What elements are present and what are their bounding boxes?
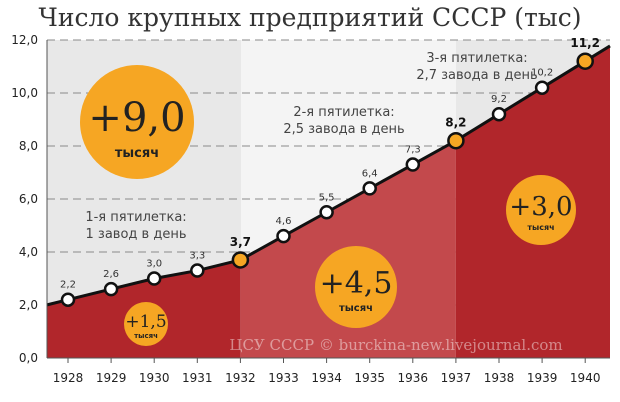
data-labels: 2,2 2,6 3,0 3,3 3,7 4,6 5,5 6,4 7,3 8,2 9,2 10,2 11,…	[60, 36, 600, 291]
period-2-increase-value: +4,5	[320, 266, 393, 301]
chart-title: Число крупных предприятий СССР (тыс)	[39, 3, 582, 32]
data-point	[491, 106, 507, 122]
data-points	[60, 52, 594, 307]
data-point	[146, 271, 162, 286]
period-2-increase-badge: +4,5 тысяч	[315, 246, 397, 328]
period-1-increase-unit: тысяч	[134, 332, 158, 340]
data-label: 4,6	[276, 216, 292, 227]
period-2-label-line2: 2,5 завода в день	[283, 122, 404, 137]
period-2-increase-circle	[315, 246, 397, 328]
data-label: 8,2	[445, 116, 466, 130]
period-1-label-line1: 1-я пятилетка:	[85, 210, 186, 225]
axes: 0,0 2,0 4,0 6,0 8,0 10,0 12,0 1928 1929 1930 1931 1…	[11, 33, 610, 385]
x-tick-label: 1930	[139, 371, 170, 385]
data-label: 2,2	[60, 280, 76, 291]
data-label: 3,7	[230, 235, 251, 249]
y-tick-label: 2,0	[19, 298, 38, 312]
data-point	[362, 181, 377, 196]
period-3-increase-value: +3,0	[509, 192, 572, 222]
period-2-label-line1: 2-я пятилетка:	[293, 105, 394, 120]
data-point	[231, 251, 250, 269]
data-label: 3,0	[146, 259, 162, 270]
x-tick-label: 1934	[311, 371, 342, 385]
x-tick-label: 1929	[96, 371, 127, 385]
period-1-label-line2: 1 завод в день	[86, 227, 187, 242]
data-point	[60, 292, 76, 307]
y-tick-label: 12,0	[11, 33, 38, 47]
data-label: 7,3	[405, 145, 421, 156]
data-label: 5,5	[319, 192, 335, 203]
period-2-increase-unit: тысяч	[339, 303, 373, 314]
data-label: 2,6	[103, 269, 119, 280]
total-increase-value: +9,0	[88, 95, 185, 141]
y-tick-label: 8,0	[19, 139, 38, 153]
x-tick-label: 1939	[527, 371, 558, 385]
period-3-label-line1: 3-я пятилетка:	[426, 51, 527, 66]
data-point	[276, 228, 291, 244]
period-1-increase-badge: +1,5 тысяч	[124, 302, 168, 346]
x-tick-label: 1935	[354, 371, 385, 385]
x-tick-label: 1932	[225, 371, 256, 385]
watermark: ЦСУ СССР © burckina-new.livejournal.com	[229, 336, 562, 354]
period-3-increase-unit: тысяч	[527, 223, 554, 232]
x-tick-label: 1933	[268, 371, 299, 385]
data-point	[405, 157, 421, 172]
data-point	[447, 131, 465, 150]
data-point	[576, 52, 594, 70]
x-tick-label: 1928	[53, 371, 84, 385]
period-3-increase-badge: +3,0 тысяч	[506, 175, 576, 245]
total-increase-badge: +9,0 тысяч	[80, 65, 194, 179]
data-label: 3,3	[189, 251, 205, 262]
x-tick-label: 1936	[398, 371, 429, 385]
data-label: 10,2	[531, 68, 553, 79]
data-point	[103, 281, 119, 297]
total-increase-unit: тысяч	[115, 146, 159, 161]
data-point	[190, 263, 205, 278]
total-increase-circle	[80, 65, 194, 179]
data-point	[534, 80, 550, 95]
x-tick-label: 1940	[570, 371, 601, 385]
period-3-increase-circle	[506, 175, 576, 245]
data-point	[319, 205, 334, 220]
x-tick-label: 1938	[484, 371, 515, 385]
y-tick-label: 0,0	[19, 351, 38, 365]
y-tick-label: 4,0	[19, 245, 38, 259]
period-3-label-line2: 2,7 завода в день	[416, 68, 537, 83]
x-tick-label: 1937	[441, 371, 472, 385]
data-label: 9,2	[491, 94, 507, 105]
period-1-increase-value: +1,5	[125, 312, 166, 332]
period-1-increase-circle	[124, 302, 168, 346]
data-label: 11,2	[570, 36, 600, 50]
y-tick-label: 10,0	[11, 86, 38, 100]
y-tick-label: 6,0	[19, 192, 38, 206]
data-label: 6,4	[362, 168, 378, 179]
x-tick-label: 1931	[182, 371, 213, 385]
